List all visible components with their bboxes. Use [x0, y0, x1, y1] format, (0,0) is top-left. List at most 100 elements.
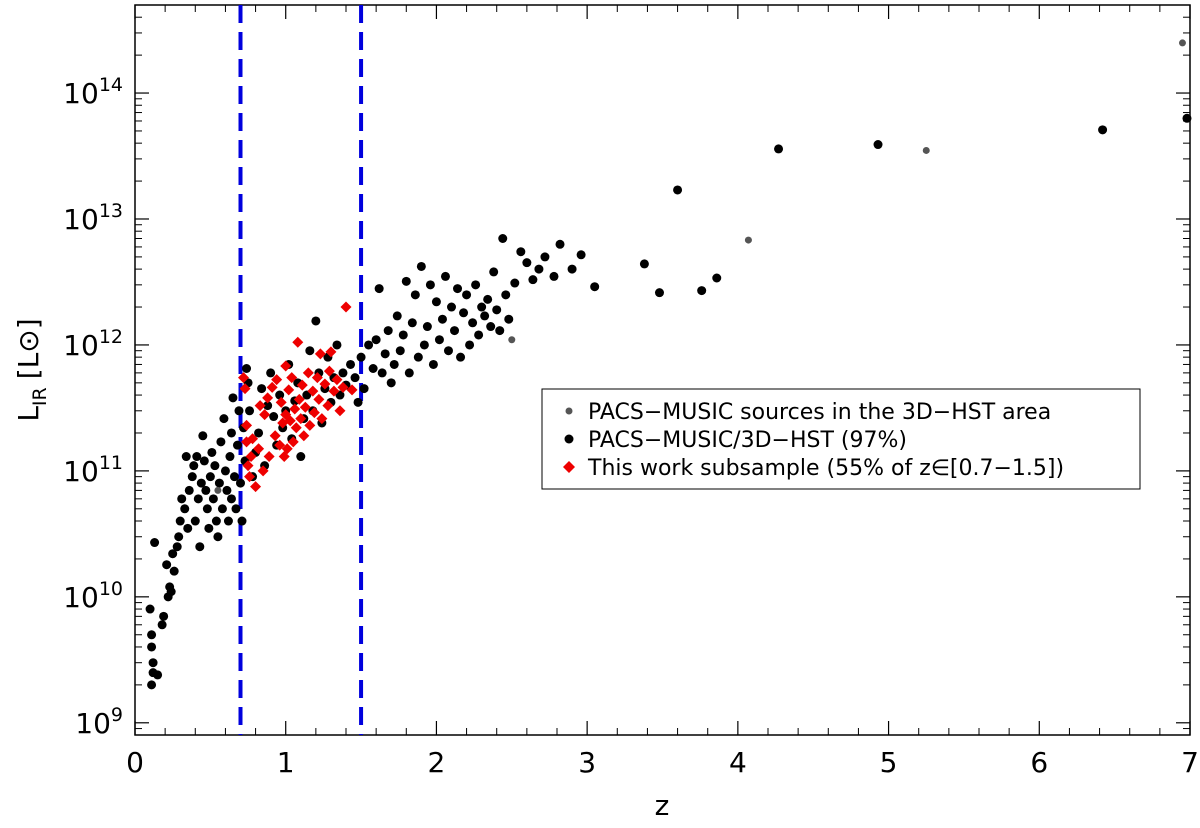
- data-point-3dhst: [168, 549, 178, 559]
- data-point-3dhst: [462, 290, 472, 300]
- data-point-3dhst: [453, 284, 463, 294]
- data-point-3dhst: [223, 516, 233, 526]
- legend-label-3dhst: PACS−MUSIC/3D−HST (97%): [588, 428, 907, 453]
- data-point-subsample: [295, 413, 307, 425]
- data-point-3dhst: [459, 308, 469, 318]
- data-point-3dhst: [231, 504, 241, 514]
- data-point-subsample: [322, 400, 334, 412]
- data-point-3dhst: [364, 340, 374, 350]
- data-point-pacs-music: [214, 486, 222, 494]
- data-point-subsample: [298, 430, 310, 442]
- data-point-subsample: [325, 346, 337, 358]
- data-point-subsample: [239, 383, 251, 395]
- data-point-3dhst: [516, 247, 526, 257]
- data-point-3dhst: [567, 264, 577, 274]
- data-point-subsample: [247, 433, 259, 445]
- data-point-subsample: [244, 471, 256, 483]
- data-point-3dhst: [214, 478, 224, 488]
- data-point-3dhst: [356, 352, 366, 362]
- data-point-subsample: [242, 460, 254, 472]
- data-point-3dhst: [486, 322, 496, 332]
- data-point-3dhst: [175, 516, 185, 526]
- data-point-3dhst: [465, 340, 475, 350]
- data-point-3dhst: [332, 340, 342, 350]
- y-tick-label: 109: [75, 704, 123, 740]
- data-point-3dhst: [296, 452, 306, 462]
- data-points: [145, 39, 1192, 690]
- data-point-3dhst: [443, 346, 453, 356]
- data-point-3dhst: [712, 273, 722, 283]
- data-point-3dhst: [236, 478, 245, 488]
- data-point-3dhst: [172, 542, 182, 552]
- data-point-3dhst: [198, 431, 208, 441]
- data-point-3dhst: [395, 346, 405, 356]
- data-point-subsample: [302, 367, 314, 379]
- data-point-3dhst: [226, 428, 236, 438]
- data-point-3dhst: [377, 368, 387, 378]
- data-point-3dhst: [504, 314, 514, 324]
- x-tick-label: 2: [428, 746, 446, 779]
- data-point-3dhst: [654, 288, 664, 298]
- data-point-subsample: [271, 374, 283, 386]
- data-point-3dhst: [510, 278, 520, 288]
- data-point-3dhst: [353, 397, 363, 407]
- data-point-subsample: [253, 443, 265, 455]
- data-point-subsample: [263, 451, 275, 463]
- data-point-3dhst: [242, 364, 252, 374]
- data-point-3dhst: [437, 314, 447, 324]
- data-point-subsample: [299, 401, 311, 413]
- data-point-3dhst: [374, 284, 384, 294]
- x-tick-label: 5: [880, 746, 898, 779]
- data-point-3dhst: [254, 428, 264, 438]
- legend-marker-subsample: [563, 461, 575, 473]
- data-point-3dhst: [184, 485, 194, 495]
- data-point-3dhst: [183, 523, 193, 533]
- data-point-subsample: [334, 405, 346, 417]
- data-point-3dhst: [213, 532, 223, 542]
- data-point-3dhst: [216, 437, 226, 447]
- data-point-3dhst: [477, 302, 487, 312]
- data-point-subsample: [323, 365, 335, 377]
- x-tick-label: 3: [578, 746, 596, 779]
- data-point-3dhst: [534, 264, 544, 274]
- data-point-subsample: [337, 381, 349, 393]
- data-point-3dhst: [222, 485, 232, 495]
- data-point-3dhst: [428, 359, 438, 369]
- data-point-subsample: [308, 407, 320, 419]
- data-point-3dhst: [229, 472, 239, 482]
- data-point-3dhst: [1098, 125, 1108, 135]
- data-point-subsample: [289, 403, 301, 415]
- data-point-subsample: [311, 372, 323, 384]
- data-point-subsample: [275, 396, 287, 408]
- data-point-subsample: [262, 392, 274, 404]
- data-point-subsample: [304, 419, 316, 431]
- data-point-3dhst: [237, 516, 247, 526]
- data-point-3dhst: [471, 280, 481, 290]
- data-point-subsample: [241, 419, 253, 431]
- data-point-subsample: [319, 378, 331, 390]
- data-point-3dhst: [153, 670, 163, 680]
- data-point-3dhst: [456, 352, 466, 362]
- data-point-3dhst: [166, 587, 176, 597]
- data-point-3dhst: [489, 267, 499, 277]
- data-point-3dhst: [162, 560, 172, 570]
- data-point-3dhst: [196, 478, 206, 488]
- data-point-3dhst: [447, 302, 456, 312]
- y-tick-label: 1011: [63, 452, 123, 488]
- data-point-3dhst: [195, 542, 205, 552]
- data-point-3dhst: [193, 494, 203, 504]
- data-point-3dhst: [697, 286, 707, 296]
- data-point-subsample: [331, 374, 343, 386]
- data-point-3dhst: [392, 311, 402, 321]
- data-point-3dhst: [204, 523, 214, 533]
- x-axis-title: z: [655, 789, 670, 822]
- legend-marker-3dhst: [564, 434, 574, 444]
- data-point-3dhst: [228, 393, 238, 403]
- data-point-3dhst: [189, 461, 199, 471]
- data-point-3dhst: [187, 472, 197, 482]
- data-point-3dhst: [192, 452, 202, 462]
- data-point-subsample: [293, 393, 305, 405]
- data-point-3dhst: [232, 440, 242, 450]
- data-point-3dhst: [245, 406, 255, 416]
- data-point-3dhst: [190, 516, 200, 526]
